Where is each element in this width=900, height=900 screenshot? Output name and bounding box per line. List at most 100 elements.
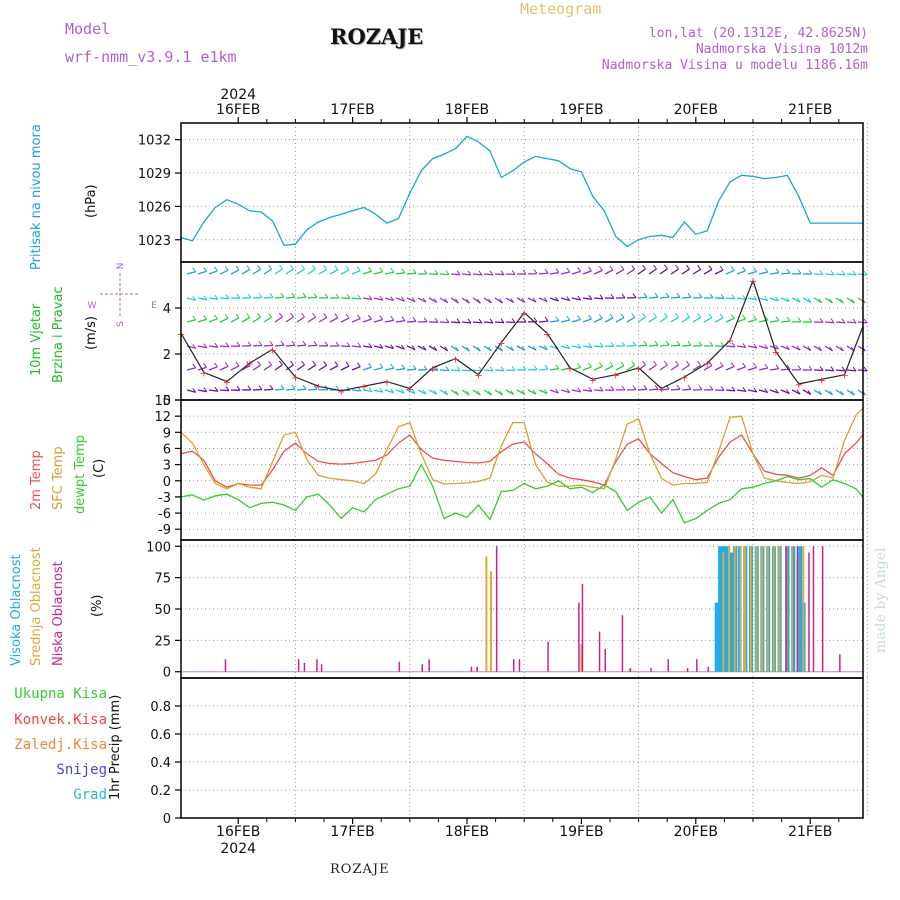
wind-barb-flag xyxy=(533,317,538,322)
cloud-mid-bar xyxy=(778,546,781,672)
wind-gust-mark: + xyxy=(337,387,345,398)
wind-barb-flag xyxy=(224,313,229,319)
cloud-low-bar xyxy=(470,666,473,672)
wind-barb-flag xyxy=(775,344,779,350)
wind-barb-flag xyxy=(213,266,218,272)
cloud-mid-bar xyxy=(744,546,746,672)
wind-barb xyxy=(527,389,537,395)
wind-gust-mark: + xyxy=(406,385,414,396)
x-tick-label-bottom: 16FEB xyxy=(216,824,260,840)
wind-barb xyxy=(703,317,713,323)
wind-barb xyxy=(593,297,604,300)
wind-barb xyxy=(439,389,449,396)
wind-barb xyxy=(538,272,549,275)
wind-barb xyxy=(406,368,417,371)
wind-barb xyxy=(340,345,351,348)
wind-barb xyxy=(681,344,692,347)
wind-barb-flag xyxy=(764,363,769,369)
wind-gust-mark: + xyxy=(200,368,208,379)
wind-barb xyxy=(285,316,294,323)
wind-barb-flag xyxy=(334,361,339,367)
x-tick-label-top: 19FEB xyxy=(559,102,603,118)
wind-barb xyxy=(725,297,736,300)
wind-barb-flag xyxy=(521,345,526,351)
wind-barb-flag xyxy=(852,366,857,372)
wind-barb xyxy=(296,268,305,275)
panel-frame xyxy=(180,677,864,819)
y-tick-label: 0.2 xyxy=(150,784,171,799)
wind-barb xyxy=(582,270,592,275)
wind-barb xyxy=(571,318,581,323)
wind-barb xyxy=(296,316,305,323)
wind-barb xyxy=(494,345,503,352)
wind-barb xyxy=(692,364,702,371)
y-tick-label: 9 xyxy=(163,426,171,441)
wind-gust-mark: + xyxy=(566,364,574,375)
wind-barb-flag xyxy=(258,293,263,298)
wind-barb xyxy=(186,297,196,301)
wind-barb xyxy=(637,316,646,323)
wind-gust-mark: + xyxy=(245,359,253,370)
wind-barb-flag xyxy=(423,269,428,275)
cloud-low-bar xyxy=(513,659,515,672)
wind-barb xyxy=(659,364,668,371)
wind-barb-flag xyxy=(642,312,646,318)
wind-barb xyxy=(395,297,405,302)
wind-barb-flag xyxy=(818,298,823,304)
wind-barb xyxy=(725,365,735,371)
wind-barb xyxy=(747,366,757,371)
wind-barb-flag xyxy=(797,317,802,322)
wind-barb xyxy=(439,345,449,352)
wind-barb xyxy=(725,345,736,348)
wind-barb xyxy=(230,317,240,323)
wind-barb xyxy=(274,388,285,391)
wind-barb-flag xyxy=(533,269,538,274)
wind-barb-flag xyxy=(654,340,659,346)
wind-barb-flag xyxy=(236,341,241,347)
wind-barb xyxy=(714,365,724,371)
y-tick-label: 50 xyxy=(154,603,171,618)
wind-barb xyxy=(219,297,230,300)
wind-barb-flag xyxy=(499,298,504,304)
wind-barb xyxy=(637,296,648,299)
wind-barb-flag xyxy=(697,360,702,366)
wind-barb-flag xyxy=(345,313,350,319)
y-tick-label: -9 xyxy=(158,523,171,538)
wind-barb-flag xyxy=(444,298,449,304)
wind-barb xyxy=(780,320,791,323)
year-label-top: 2024 xyxy=(220,87,256,103)
wind-barb xyxy=(637,344,648,347)
wind-barb-flag xyxy=(797,365,802,370)
cloud-low-bar xyxy=(303,662,306,672)
wind-barb xyxy=(560,367,570,371)
wind-barb-flag xyxy=(708,361,713,366)
wind-barb-flag xyxy=(324,341,329,347)
wind-barb xyxy=(439,369,450,372)
wind-barb-flag xyxy=(796,389,801,395)
wind-barb xyxy=(835,369,846,372)
wind-barb-flag xyxy=(213,362,218,368)
wind-barb-flag xyxy=(499,346,504,352)
y-tick-label: 0.6 xyxy=(150,728,171,743)
wind-barb-flag xyxy=(610,385,615,391)
data-layer: +++++++ + + ++++++++++ +++++++++ + + xyxy=(177,135,868,673)
cloud-low-bar xyxy=(224,659,227,672)
wind-barb xyxy=(274,364,283,371)
wind-barb-flag xyxy=(840,298,844,304)
wind-barb xyxy=(252,268,261,275)
wind-barb xyxy=(219,389,230,392)
wind-barb-flag xyxy=(258,385,263,390)
wind-barb-flag xyxy=(731,342,736,348)
wind-barb xyxy=(186,271,196,275)
wind-barb xyxy=(560,271,570,275)
wind-barb-flag xyxy=(577,387,582,393)
y-tick-label: 25 xyxy=(154,634,171,649)
wind-barb-flag xyxy=(610,293,615,299)
wind-barb xyxy=(494,297,503,304)
wind-barb xyxy=(373,366,383,371)
wind-barb xyxy=(538,297,548,303)
wind-barb xyxy=(285,296,296,299)
wind-barb xyxy=(670,364,679,371)
wind-barb-flag xyxy=(422,297,427,303)
wind-barb xyxy=(373,389,383,393)
